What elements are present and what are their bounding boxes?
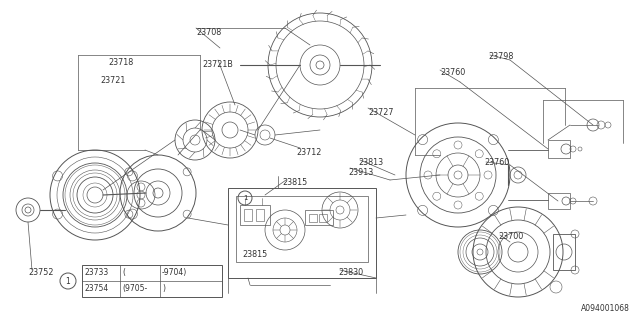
Text: 1: 1	[243, 195, 247, 201]
Text: 23708: 23708	[196, 28, 221, 37]
Bar	[305, 210, 333, 225]
Text: (: (	[122, 268, 125, 277]
Text: 23913: 23913	[348, 168, 373, 177]
Bar	[309, 214, 317, 222]
Bar	[244, 209, 252, 221]
Text: 23718: 23718	[108, 58, 133, 67]
Text: 23727: 23727	[368, 108, 394, 117]
Text: -9704): -9704)	[162, 268, 188, 277]
Bar	[236, 196, 368, 262]
Text: 23830: 23830	[338, 268, 363, 277]
Text: 23733: 23733	[84, 268, 108, 277]
Text: 23813: 23813	[358, 158, 383, 167]
Bar	[228, 188, 376, 278]
Bar	[256, 209, 264, 221]
Text: 23752: 23752	[28, 268, 54, 277]
Text: 23721B: 23721B	[202, 60, 233, 69]
Text: 23760: 23760	[440, 68, 465, 77]
Text: 23798: 23798	[488, 52, 513, 61]
Bar	[553, 234, 575, 270]
Text: A094001068: A094001068	[581, 304, 630, 313]
Text: 23815: 23815	[282, 178, 307, 187]
Text: ): )	[162, 284, 165, 293]
Text: 23754: 23754	[84, 284, 108, 293]
Bar	[240, 205, 270, 225]
Text: (9705-: (9705-	[122, 284, 147, 293]
Bar	[319, 214, 327, 222]
Text: 23712: 23712	[296, 148, 321, 157]
Text: 1: 1	[66, 276, 70, 285]
Text: 23721: 23721	[100, 76, 125, 85]
Bar	[82, 265, 222, 297]
Bar	[548, 140, 570, 158]
Text: 23815: 23815	[242, 250, 268, 259]
Text: 23760: 23760	[484, 158, 509, 167]
Text: 23700: 23700	[498, 232, 524, 241]
Bar	[548, 193, 570, 209]
